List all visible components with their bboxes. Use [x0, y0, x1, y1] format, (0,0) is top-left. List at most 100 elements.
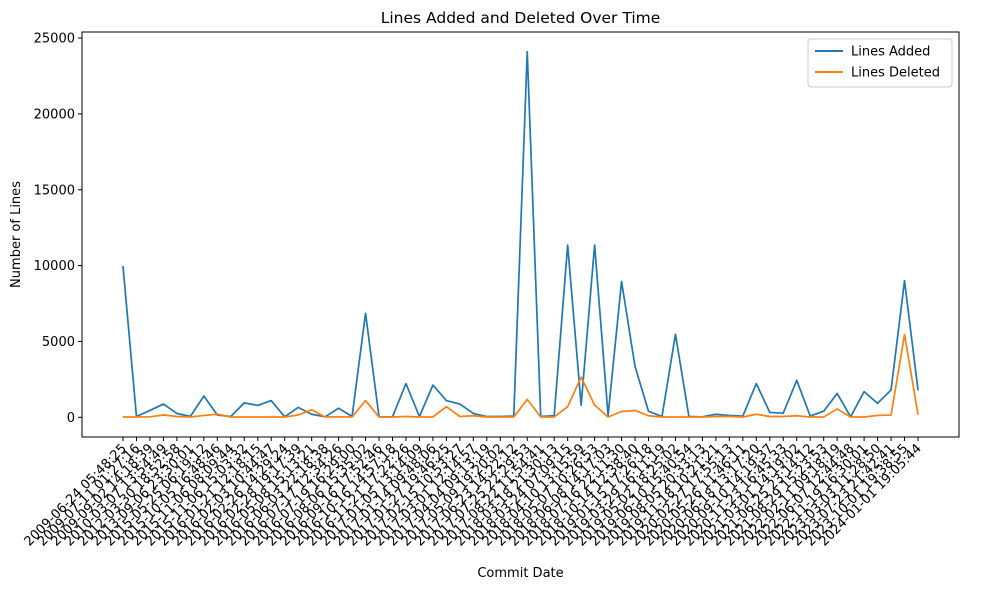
- data-point-lines-added: [459, 403, 461, 405]
- data-point-lines-added: [203, 395, 205, 397]
- data-point-lines-added: [769, 411, 771, 414]
- data-point-lines-deleted: [863, 416, 865, 418]
- data-point-lines-added: [176, 412, 178, 415]
- data-point-lines-added: [823, 410, 825, 412]
- data-point-lines-deleted: [149, 416, 151, 418]
- data-point-lines-added: [674, 333, 677, 335]
- data-point-lines-added: [594, 244, 596, 246]
- data-point-lines-added: [472, 412, 474, 415]
- series-line-lines-added: [122, 50, 919, 418]
- data-point-lines-deleted: [553, 416, 555, 418]
- data-point-lines-deleted: [782, 415, 784, 418]
- data-point-lines-deleted: [540, 416, 542, 418]
- data-point-lines-added: [526, 51, 528, 53]
- data-point-lines-deleted: [203, 414, 205, 417]
- data-point-lines-deleted: [903, 334, 906, 336]
- data-point-lines-added: [567, 244, 569, 246]
- data-point-lines-added: [917, 389, 919, 391]
- data-point-lines-deleted: [701, 416, 704, 418]
- data-point-lines-deleted: [499, 416, 501, 418]
- data-point-lines-deleted: [432, 416, 434, 418]
- data-point-lines-added: [634, 365, 636, 368]
- data-point-lines-added: [755, 383, 757, 385]
- data-point-lines-deleted: [917, 413, 919, 415]
- data-point-lines-added: [364, 312, 367, 314]
- data-point-lines-added: [297, 406, 299, 409]
- data-point-lines-deleted: [176, 415, 178, 418]
- data-point-lines-deleted: [715, 415, 717, 418]
- data-point-lines-added: [162, 403, 165, 405]
- data-point-lines-deleted: [796, 415, 798, 417]
- x-axis-label: Commit Date: [477, 566, 563, 581]
- series-line-lines-deleted: [123, 333, 919, 418]
- data-point-lines-deleted: [634, 409, 636, 412]
- data-point-lines-deleted: [526, 398, 528, 400]
- data-point-lines-deleted: [513, 416, 515, 418]
- data-point-lines-deleted: [364, 399, 367, 402]
- data-point-lines-deleted: [890, 414, 892, 416]
- data-point-lines-added: [836, 392, 838, 395]
- data-point-lines-deleted: [809, 416, 811, 418]
- data-point-lines-deleted: [728, 415, 730, 418]
- data-point-lines-deleted: [378, 416, 380, 418]
- data-point-lines-deleted: [580, 376, 582, 378]
- y-tick-label-25000: 25000: [34, 32, 75, 47]
- data-point-lines-added: [432, 384, 434, 386]
- data-point-lines-deleted: [122, 416, 124, 418]
- data-point-lines-added: [337, 407, 340, 409]
- data-point-lines-deleted: [567, 406, 569, 408]
- data-point-lines-deleted: [230, 416, 232, 418]
- data-point-lines-added: [405, 383, 407, 385]
- legend-box: [807, 38, 953, 88]
- data-point-lines-deleted: [823, 416, 825, 418]
- data-point-lines-deleted: [337, 416, 340, 418]
- y-tick-label-5000: 5000: [42, 335, 75, 350]
- data-point-lines-deleted: [620, 410, 623, 413]
- data-point-lines-deleted: [418, 416, 421, 418]
- data-point-lines-added: [890, 389, 892, 391]
- chart-title: Lines Added and Deleted Over Time: [381, 9, 661, 27]
- legend-label-lines-added: Lines Added: [851, 45, 930, 60]
- data-point-lines-deleted: [836, 408, 838, 410]
- data-point-lines-deleted: [216, 413, 218, 415]
- data-point-lines-deleted: [391, 416, 394, 418]
- data-point-lines-deleted: [311, 409, 313, 411]
- data-point-lines-deleted: [351, 416, 353, 418]
- data-point-lines-deleted: [607, 416, 609, 418]
- data-point-lines-deleted: [189, 416, 191, 418]
- data-point-lines-added: [863, 391, 865, 393]
- data-point-lines-added: [647, 410, 650, 412]
- data-point-lines-added: [122, 265, 124, 267]
- y-axis-label: Number of Lines: [9, 181, 24, 288]
- data-point-lines-deleted: [445, 406, 447, 408]
- data-point-lines-deleted: [755, 413, 757, 415]
- legend: Lines Added Lines Deleted: [807, 38, 953, 88]
- y-tick-label-15000: 15000: [34, 183, 75, 198]
- data-point-lines-deleted: [594, 404, 596, 406]
- y-tick-label-20000: 20000: [34, 107, 75, 122]
- data-point-lines-deleted: [297, 414, 299, 416]
- data-point-lines-deleted: [324, 416, 326, 418]
- data-point-lines-deleted: [405, 415, 407, 418]
- data-point-lines-deleted: [459, 415, 461, 418]
- data-point-lines-deleted: [661, 416, 663, 418]
- data-point-lines-added: [903, 280, 906, 282]
- data-point-lines-deleted: [243, 416, 245, 418]
- data-point-lines-added: [782, 412, 784, 414]
- data-point-lines-deleted: [257, 416, 259, 418]
- data-point-lines-deleted: [674, 416, 677, 418]
- data-point-lines-deleted: [486, 416, 488, 418]
- y-tick-label-10000: 10000: [34, 259, 75, 274]
- data-point-lines-deleted: [688, 416, 690, 418]
- data-point-lines-added: [620, 280, 623, 283]
- y-tick-label-0: 0: [67, 411, 75, 426]
- data-point-lines-deleted: [135, 416, 138, 418]
- data-point-lines-deleted: [742, 416, 744, 418]
- data-point-lines-added: [876, 402, 879, 404]
- data-point-lines-deleted: [769, 415, 771, 418]
- data-point-lines-deleted: [850, 416, 852, 418]
- data-point-lines-deleted: [472, 415, 474, 417]
- data-point-lines-added: [257, 404, 259, 407]
